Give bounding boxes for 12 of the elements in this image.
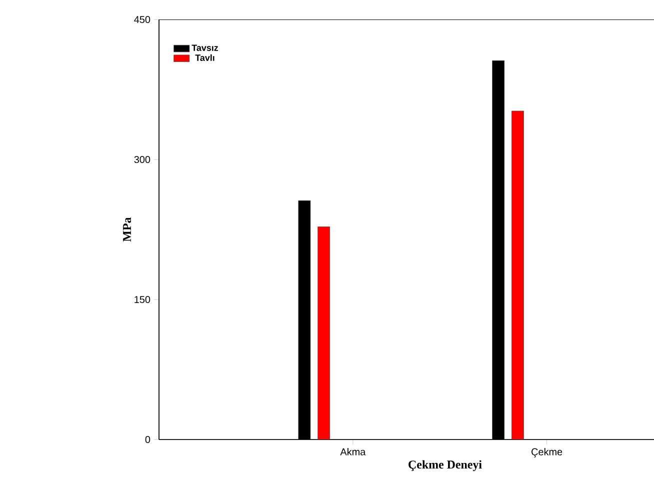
y-tick-label: 300	[134, 156, 150, 164]
y-tick-label: 450	[134, 16, 150, 24]
y-axis-title: MPa	[123, 217, 132, 242]
legend-label: Tavlı	[195, 54, 214, 61]
x-tick-label: Akma	[340, 448, 366, 456]
y-tick-label: 0	[145, 436, 150, 444]
bar	[512, 110, 524, 440]
legend-label: Tavsız	[192, 44, 218, 51]
x-axis-title: Çekme Deneyi	[408, 460, 482, 472]
y-tick-label: 150	[134, 296, 150, 304]
bar	[318, 226, 330, 440]
x-tick-label: Çekme	[532, 448, 562, 458]
